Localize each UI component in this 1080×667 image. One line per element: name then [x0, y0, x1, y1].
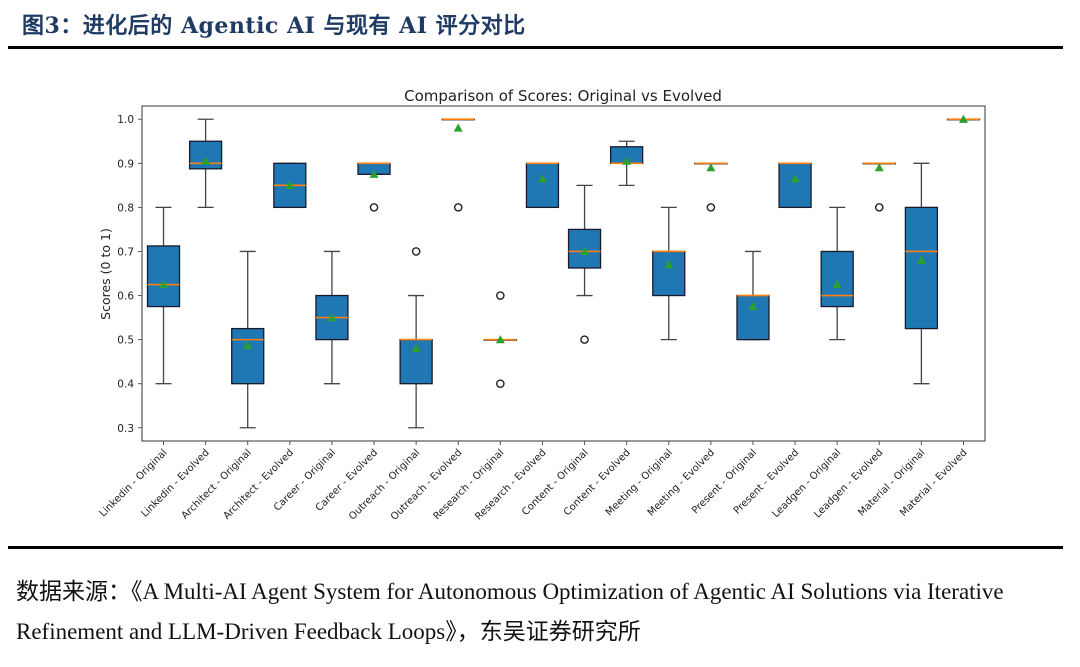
iqr-box: [904, 206, 939, 330]
iqr-box: [820, 250, 854, 308]
box-outreach-original: Outreach - Original: [347, 247, 433, 522]
outlier-point: [580, 335, 589, 344]
mean-marker: [706, 163, 716, 172]
y-tick-label: 1.0: [117, 114, 134, 126]
iqr-box: [231, 327, 265, 385]
outlier-point: [706, 203, 716, 212]
y-tick-label: 0.6: [117, 291, 134, 303]
outlier-point: [411, 247, 421, 256]
outlier-point: [496, 379, 505, 388]
mean-marker: [453, 123, 463, 132]
mean-marker: [327, 313, 337, 322]
mean-marker: [369, 169, 379, 178]
mean-marker: [916, 255, 926, 264]
outlier-point: [453, 203, 463, 212]
box-architect-original: Architect - Original: [180, 250, 265, 522]
y-tick-label: 0.7: [117, 246, 134, 258]
mean-marker: [495, 335, 505, 344]
mean-marker: [201, 156, 211, 165]
x-tick-label: Outreach - Original: [347, 447, 422, 522]
outlier-point: [369, 203, 379, 212]
iqr-box: [778, 162, 812, 209]
mean-marker: [411, 343, 421, 353]
mean-marker: [832, 280, 842, 289]
mean-marker: [159, 280, 168, 289]
mean-marker: [874, 163, 884, 172]
iqr-box: [652, 250, 686, 297]
box-career-original: Career - Original: [272, 250, 349, 513]
mean-marker: [790, 174, 800, 183]
chart-title: Comparison of Scores: Original vs Evolve…: [404, 87, 722, 105]
y-tick-label: 0.9: [117, 158, 134, 170]
y-tick-label: 0.8: [117, 202, 134, 214]
mean-marker: [580, 246, 590, 256]
plot-area-frame: [141, 105, 986, 442]
top-rule-divider: [8, 46, 1063, 49]
iqr-box: [146, 245, 181, 308]
y-axis-label: Scores (0 to 1): [98, 228, 113, 320]
figure-title: 图3：进化后的 Agentic AI 与现有 AI 评分对比: [22, 13, 526, 39]
outlier-point: [496, 291, 505, 300]
source-note: 数据来源：《A Multi-AI Agent System for Autono…: [16, 572, 1066, 652]
outlier-point: [874, 203, 884, 212]
x-tick-label: Research - Evolved: [473, 447, 548, 522]
x-tick-label: Outreach - Evolved: [389, 447, 464, 522]
x-tick-label: Architect - Original: [180, 447, 254, 521]
source-prefix: 数据来源：: [16, 579, 131, 604]
source-citation: 《A Multi-AI Agent System for Autonomous …: [16, 579, 1004, 644]
y-tick-label: 0.5: [117, 335, 134, 347]
x-tick-label: Research - Original: [432, 447, 507, 522]
bottom-rule-divider: [8, 546, 1063, 549]
iqr-box: [525, 162, 560, 209]
x-tick-label: Linkedin - Original: [98, 447, 170, 519]
boxplot-chart: Comparison of Scores: Original vs Evolve…: [98, 87, 986, 523]
y-tick-label: 0.3: [117, 423, 134, 435]
mean-marker: [285, 180, 295, 189]
x-tick-label: Architect - Evolved: [221, 447, 296, 522]
mean-marker: [622, 156, 632, 165]
mean-marker: [959, 114, 968, 123]
mean-marker: [664, 260, 674, 269]
mean-marker: [537, 174, 547, 183]
mean-marker: [748, 302, 758, 311]
box-present-original: Present - Original: [690, 250, 770, 516]
mean-marker: [243, 340, 253, 349]
y-tick-label: 0.4: [117, 379, 134, 391]
